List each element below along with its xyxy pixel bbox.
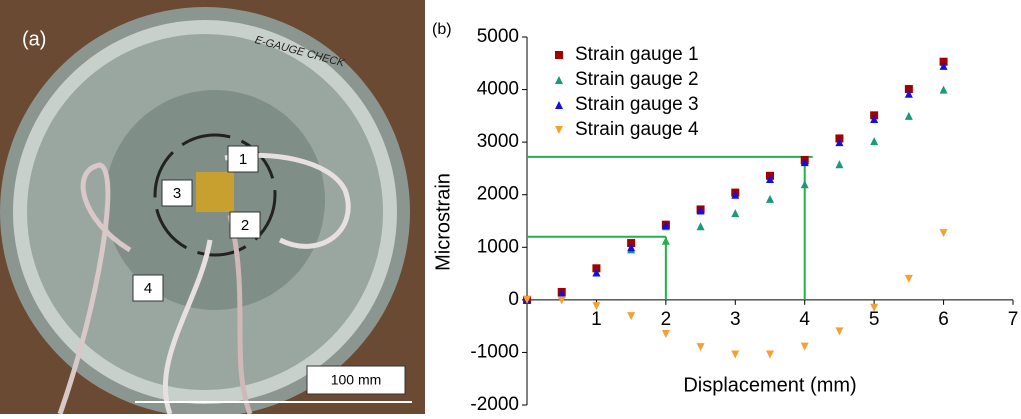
legend-marker (555, 126, 563, 134)
data-point (697, 222, 705, 230)
legend-label: Strain gauge 2 (575, 69, 699, 90)
data-point (731, 351, 739, 359)
x-tick-label: 5 (869, 309, 880, 330)
data-point (766, 195, 774, 203)
guide-arrow (662, 237, 670, 245)
photo: (a) E-GAUGE CHECK 1 2 3 4 100 mm (0, 0, 425, 414)
panel-label: (a) (22, 28, 46, 50)
gauge-label: 2 (241, 217, 249, 234)
y-tick-label: -2000 (470, 394, 519, 414)
data-point (697, 343, 705, 351)
data-point (801, 343, 809, 351)
gauge-label: 4 (144, 280, 152, 297)
data-point (940, 229, 948, 237)
x-tick-label: 1 (591, 309, 602, 330)
legend-marker (555, 101, 563, 109)
x-tick-label: 6 (938, 309, 949, 330)
x-axis-label: Displacement (mm) (683, 374, 856, 396)
figure: (a) E-GAUGE CHECK 1 2 3 4 100 mm (b) Mic… (0, 0, 1021, 414)
x-tick-label: 7 (1008, 309, 1019, 330)
x-tick-label: 4 (799, 309, 810, 330)
legend-marker (555, 76, 563, 84)
data-point (766, 351, 774, 359)
y-tick-label: 0 (508, 289, 519, 310)
gauge-label: 3 (173, 185, 181, 202)
y-tick-label: 5000 (477, 26, 519, 47)
x-tick-label: 3 (730, 309, 741, 330)
data-point (835, 327, 843, 335)
data-point (731, 209, 739, 217)
data-point (662, 330, 670, 338)
gauge-patch (196, 172, 234, 212)
y-tick-label: 3000 (477, 131, 519, 152)
legend-label: Strain gauge 1 (575, 44, 699, 65)
y-tick-label: -1000 (470, 341, 519, 362)
data-point (870, 137, 878, 145)
gauge-label: 1 (239, 151, 247, 168)
legend-label: Strain gauge 3 (575, 94, 699, 115)
page: (a) E-GAUGE CHECK 1 2 3 4 100 mm (b) Mic… (0, 0, 1021, 414)
legend-marker (555, 51, 563, 59)
y-tick-label: 4000 (477, 79, 519, 100)
y-tick-label: 2000 (477, 184, 519, 205)
y-tick-label: 1000 (477, 236, 519, 257)
x-tick-label: 2 (661, 309, 672, 330)
y-axis-label: Microstrain (432, 173, 454, 271)
data-point (558, 296, 566, 304)
data-point (940, 86, 948, 94)
data-point (627, 312, 635, 320)
panel-label: (b) (432, 21, 452, 38)
data-point (835, 160, 843, 168)
legend-label: Strain gauge 4 (575, 119, 699, 140)
data-point (905, 112, 913, 120)
data-point (801, 180, 809, 188)
data-point (905, 275, 913, 283)
scale-bar-label: 100 mm (331, 372, 382, 388)
